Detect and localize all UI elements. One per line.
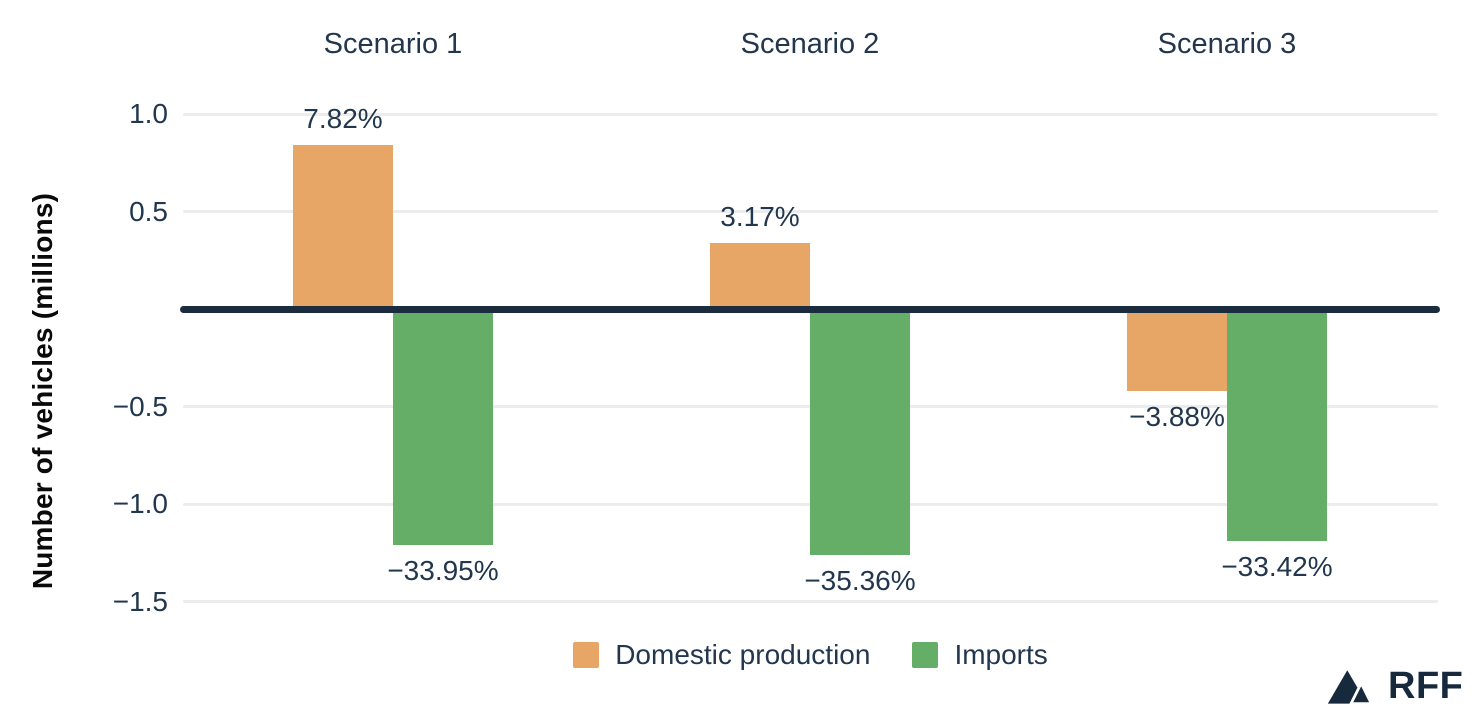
y-tick-label: −1.0 [112, 488, 168, 519]
zero-axis-line [180, 305, 1440, 313]
category-label-scenario-1: Scenario 1 [323, 28, 463, 60]
legend-label-imports: Imports [954, 639, 1048, 670]
imports-swatch [912, 642, 939, 668]
rff-logo-text: RFF [1388, 665, 1464, 707]
value-label-domestic-production-scenario-3: −3.88% [1129, 400, 1225, 432]
domestic-production-swatch [573, 642, 600, 668]
y-tick-label: −1.5 [112, 585, 168, 617]
gridline [183, 600, 1438, 603]
bar-imports-scenario-2 [810, 309, 910, 555]
bar-domestic-production-scenario-3 [1127, 309, 1227, 391]
legend-label-domestic-production: Domestic production [615, 639, 871, 670]
value-label-domestic-production-scenario-2: 3.17% [720, 200, 800, 232]
rff-logo: RFF [1326, 667, 1463, 705]
y-tick-label: 1.0 [129, 98, 168, 129]
value-label-imports-scenario-2: −35.36% [804, 564, 916, 596]
gridline [183, 112, 1438, 116]
bar-domestic-production-scenario-2 [710, 242, 810, 309]
bar-domestic-production-scenario-1 [293, 145, 393, 309]
legend-item-domestic-production: Domestic production [573, 641, 870, 669]
legend-item-imports: Imports [912, 639, 1048, 670]
category-label-scenario-2: Scenario 2 [740, 28, 880, 60]
value-label-imports-scenario-3: −33.42% [1221, 551, 1333, 583]
value-label-domestic-production-scenario-1: 7.82% [303, 103, 383, 135]
value-label-imports-scenario-1: −33.95% [387, 554, 499, 586]
category-label-scenario-3: Scenario 3 [1157, 28, 1297, 60]
bar-imports-scenario-3 [1227, 309, 1327, 542]
gridline [183, 210, 1438, 213]
y-tick-label: 0.5 [129, 195, 168, 227]
bar-imports-scenario-1 [393, 309, 493, 545]
legend: Domestic production Imports [183, 641, 1438, 669]
y-tick-label: −0.5 [112, 390, 168, 422]
mountains-icon [1327, 670, 1374, 705]
